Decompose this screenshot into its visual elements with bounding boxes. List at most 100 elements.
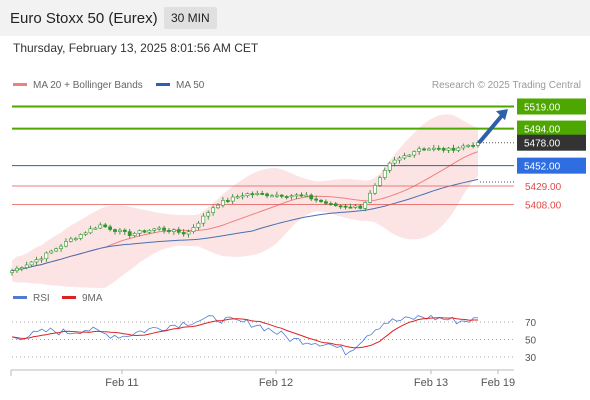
x-tick-label-1: Feb 12	[259, 377, 293, 389]
candle-body	[59, 245, 63, 249]
candle-body	[446, 147, 451, 151]
timestamp: Thursday, February 13, 2025 8:01:56 AM C…	[13, 41, 259, 55]
candle-body	[402, 155, 407, 159]
legend-9ma: 9MA	[62, 293, 103, 304]
candle-body	[113, 229, 117, 232]
candle-body	[436, 147, 441, 150]
candle-body	[29, 261, 34, 266]
research-credit: Research © 2025 Trading Central	[431, 80, 581, 91]
candle-body	[181, 232, 186, 235]
candle-body	[152, 228, 157, 231]
candle-body	[294, 194, 299, 197]
candle-body	[324, 201, 328, 204]
legend-ma20-label: MA 20 + Bollinger Bands	[33, 80, 143, 91]
legend-ma20-swatch	[13, 82, 27, 86]
level-label-5478-00: 5478.00	[524, 139, 561, 150]
timeframe-badge[interactable]: 30 MIN	[164, 7, 217, 29]
level-tag-5494-00	[517, 120, 586, 137]
candle-body	[368, 192, 372, 203]
candle-body	[255, 193, 260, 195]
candle-body	[314, 198, 319, 201]
legend-rsi-label: RSI	[33, 293, 50, 304]
candle-body	[221, 200, 225, 206]
candle-body	[211, 207, 216, 213]
candle-body	[49, 250, 54, 254]
x-tick-label-3: Feb 19	[481, 377, 515, 389]
legend-ma20: MA 20 + Bollinger Bands	[13, 80, 143, 91]
candle-body	[10, 270, 14, 273]
candle-body	[451, 147, 456, 151]
legend-9ma-label: 9MA	[82, 293, 103, 304]
candle-body	[250, 193, 255, 196]
level-tag-5452-00	[517, 157, 586, 174]
candle-body	[44, 252, 49, 260]
candle-body	[68, 238, 73, 242]
candle-body	[407, 154, 412, 157]
candle-body	[328, 203, 333, 205]
candle-body	[289, 195, 294, 198]
candle-body	[122, 229, 127, 232]
candle-body	[422, 148, 426, 151]
level-tag-5478-00	[517, 134, 586, 151]
candle-body	[471, 144, 475, 147]
rsi-tick-50: 50	[525, 336, 537, 347]
candle-body	[338, 205, 343, 208]
chart-title: Euro Stoxx 50 (Eurex)	[10, 10, 158, 27]
candle-body	[441, 148, 446, 151]
candle-body	[176, 229, 181, 233]
candle-body	[333, 203, 338, 207]
candle-body	[73, 238, 78, 240]
candle-body	[358, 205, 363, 209]
candle-body	[162, 227, 166, 231]
candle-body	[387, 162, 392, 171]
candle-body	[476, 142, 480, 146]
candle-body	[88, 228, 93, 234]
legend-rsi-swatch	[13, 295, 27, 299]
candle-body	[392, 159, 397, 164]
candle-body	[142, 230, 147, 233]
header-bar: Euro Stoxx 50 (Eurex) 30 MIN	[0, 0, 590, 36]
candle-body	[456, 147, 461, 151]
candle-body	[127, 231, 132, 236]
candle-body	[265, 193, 269, 197]
candle-body	[225, 200, 230, 202]
candle-body	[64, 241, 68, 247]
candle-body	[461, 145, 466, 149]
legend-rsi: RSI	[13, 293, 50, 304]
rsi-ma-line	[11, 317, 478, 349]
rsi-tick-70: 70	[525, 318, 537, 329]
rsi-tick-30: 30	[525, 353, 537, 364]
candle-body	[412, 151, 417, 156]
x-tick-label-0: Feb 11	[105, 377, 138, 389]
candle-body	[260, 193, 265, 195]
candle-body	[147, 230, 152, 233]
candle-body	[353, 205, 358, 208]
candle-body	[343, 205, 348, 208]
candle-body	[39, 258, 44, 261]
candle-body	[167, 229, 171, 232]
candle-body	[466, 144, 471, 147]
candle-body	[216, 204, 220, 209]
candle-body	[377, 177, 382, 186]
candle-body	[186, 231, 191, 235]
candle-body	[274, 194, 279, 197]
legend-9ma-swatch	[62, 295, 76, 299]
bollinger-band	[12, 114, 478, 289]
candle-body	[417, 148, 422, 152]
candle-body	[230, 196, 235, 202]
candle-body	[245, 193, 250, 197]
candle-body	[137, 230, 142, 234]
candle-body	[24, 264, 29, 268]
candle-body	[299, 194, 304, 197]
candle-body	[103, 224, 108, 228]
candle-body	[382, 170, 387, 178]
candle-body	[319, 199, 323, 202]
candle-body	[78, 234, 83, 239]
candle-body	[108, 226, 113, 230]
candle-body	[191, 227, 196, 232]
candle-body	[201, 215, 206, 224]
rsi-line	[11, 314, 479, 356]
level-label-5519-00: 5519.00	[524, 103, 561, 114]
